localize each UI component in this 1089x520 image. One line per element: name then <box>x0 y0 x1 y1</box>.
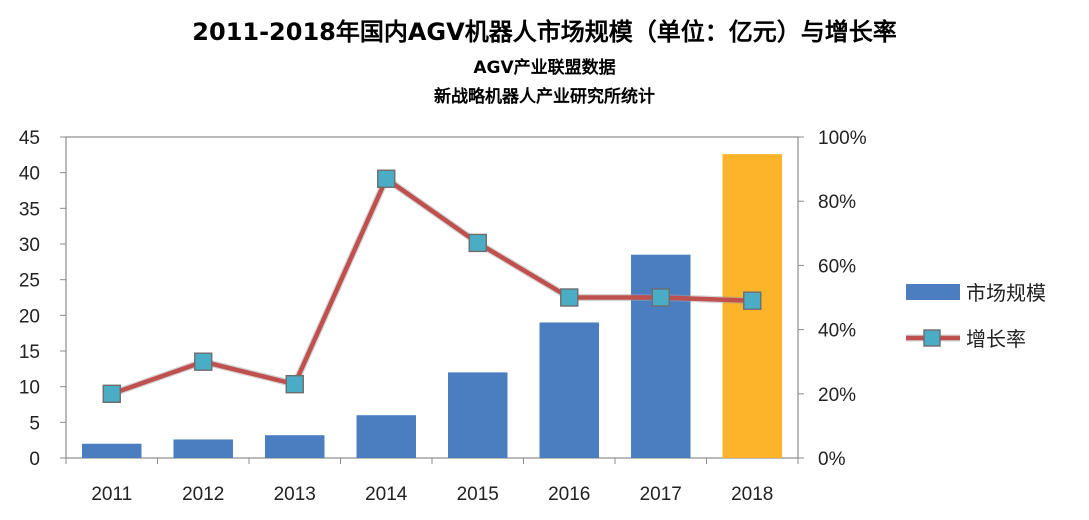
x-axis-tick-label: 2016 <box>548 484 590 505</box>
left-axis-tick-label: 10 <box>19 378 40 399</box>
bar-2011 <box>82 443 142 458</box>
x-axis-tick-label: 2015 <box>457 484 499 505</box>
x-axis-tick-label: 2018 <box>731 484 773 505</box>
growth-line <box>111 176 753 396</box>
growth-marker-2015 <box>468 233 487 253</box>
right-axis-tick-label: 100% <box>818 128 867 149</box>
left-axis-tick-label: 35 <box>19 199 40 220</box>
bar-2016 <box>539 322 599 458</box>
left-axis-tick-label: 15 <box>19 342 40 363</box>
growth-marker-2013 <box>285 374 304 394</box>
chart-subtitle-statistics: 新战略机器人产业研究所统计 <box>434 87 655 107</box>
right-axis-tick-label: 40% <box>818 321 856 342</box>
right-axis-tick-label: 60% <box>818 256 856 277</box>
bar-2012 <box>173 439 233 458</box>
x-axis-tick-label: 2011 <box>91 484 132 505</box>
legend-label-market-size: 市场规模 <box>966 281 1046 305</box>
growth-marker-2016 <box>560 288 579 307</box>
left-axis-tick-label: 40 <box>19 164 40 185</box>
left-axis-tick-label: 30 <box>19 235 40 256</box>
left-axis-tick-label: 20 <box>19 306 40 327</box>
bar-2015 <box>448 372 508 458</box>
right-axis-tick-label: 80% <box>818 192 856 213</box>
growth-marker-2017 <box>651 288 670 307</box>
x-axis-tick-label: 2012 <box>182 484 224 505</box>
chart-subtitle-source: AGV产业联盟数据 <box>473 58 616 78</box>
x-axis-tick-label: 2017 <box>640 484 682 505</box>
x-axis-tick-label: 2014 <box>365 484 408 505</box>
bar-2014 <box>356 415 416 458</box>
growth-marker-2012 <box>194 352 213 371</box>
left-axis-tick-label: 25 <box>19 271 40 292</box>
right-axis-tick-label: 0% <box>818 449 846 470</box>
left-axis-tick-label: 0 <box>29 449 40 470</box>
bar-2017 <box>631 254 691 458</box>
right-axis-tick-label: 20% <box>818 385 856 406</box>
left-axis-tick-label: 5 <box>29 413 40 434</box>
x-axis-tick-label: 2013 <box>274 484 316 505</box>
growth-marker-2018 <box>743 291 762 310</box>
chart-title: 2011-2018年国内AGV机器人市场规模（单位：亿元）与增长率 <box>192 18 897 46</box>
bar-2013 <box>265 435 325 458</box>
legend-bar-swatch <box>906 284 960 300</box>
growth-marker-2011 <box>102 384 121 403</box>
growth-marker-2014 <box>377 169 396 188</box>
left-axis-tick-label: 45 <box>19 128 40 149</box>
legend-line-marker <box>923 329 941 347</box>
legend-label-growth-rate: 增长率 <box>966 327 1026 351</box>
